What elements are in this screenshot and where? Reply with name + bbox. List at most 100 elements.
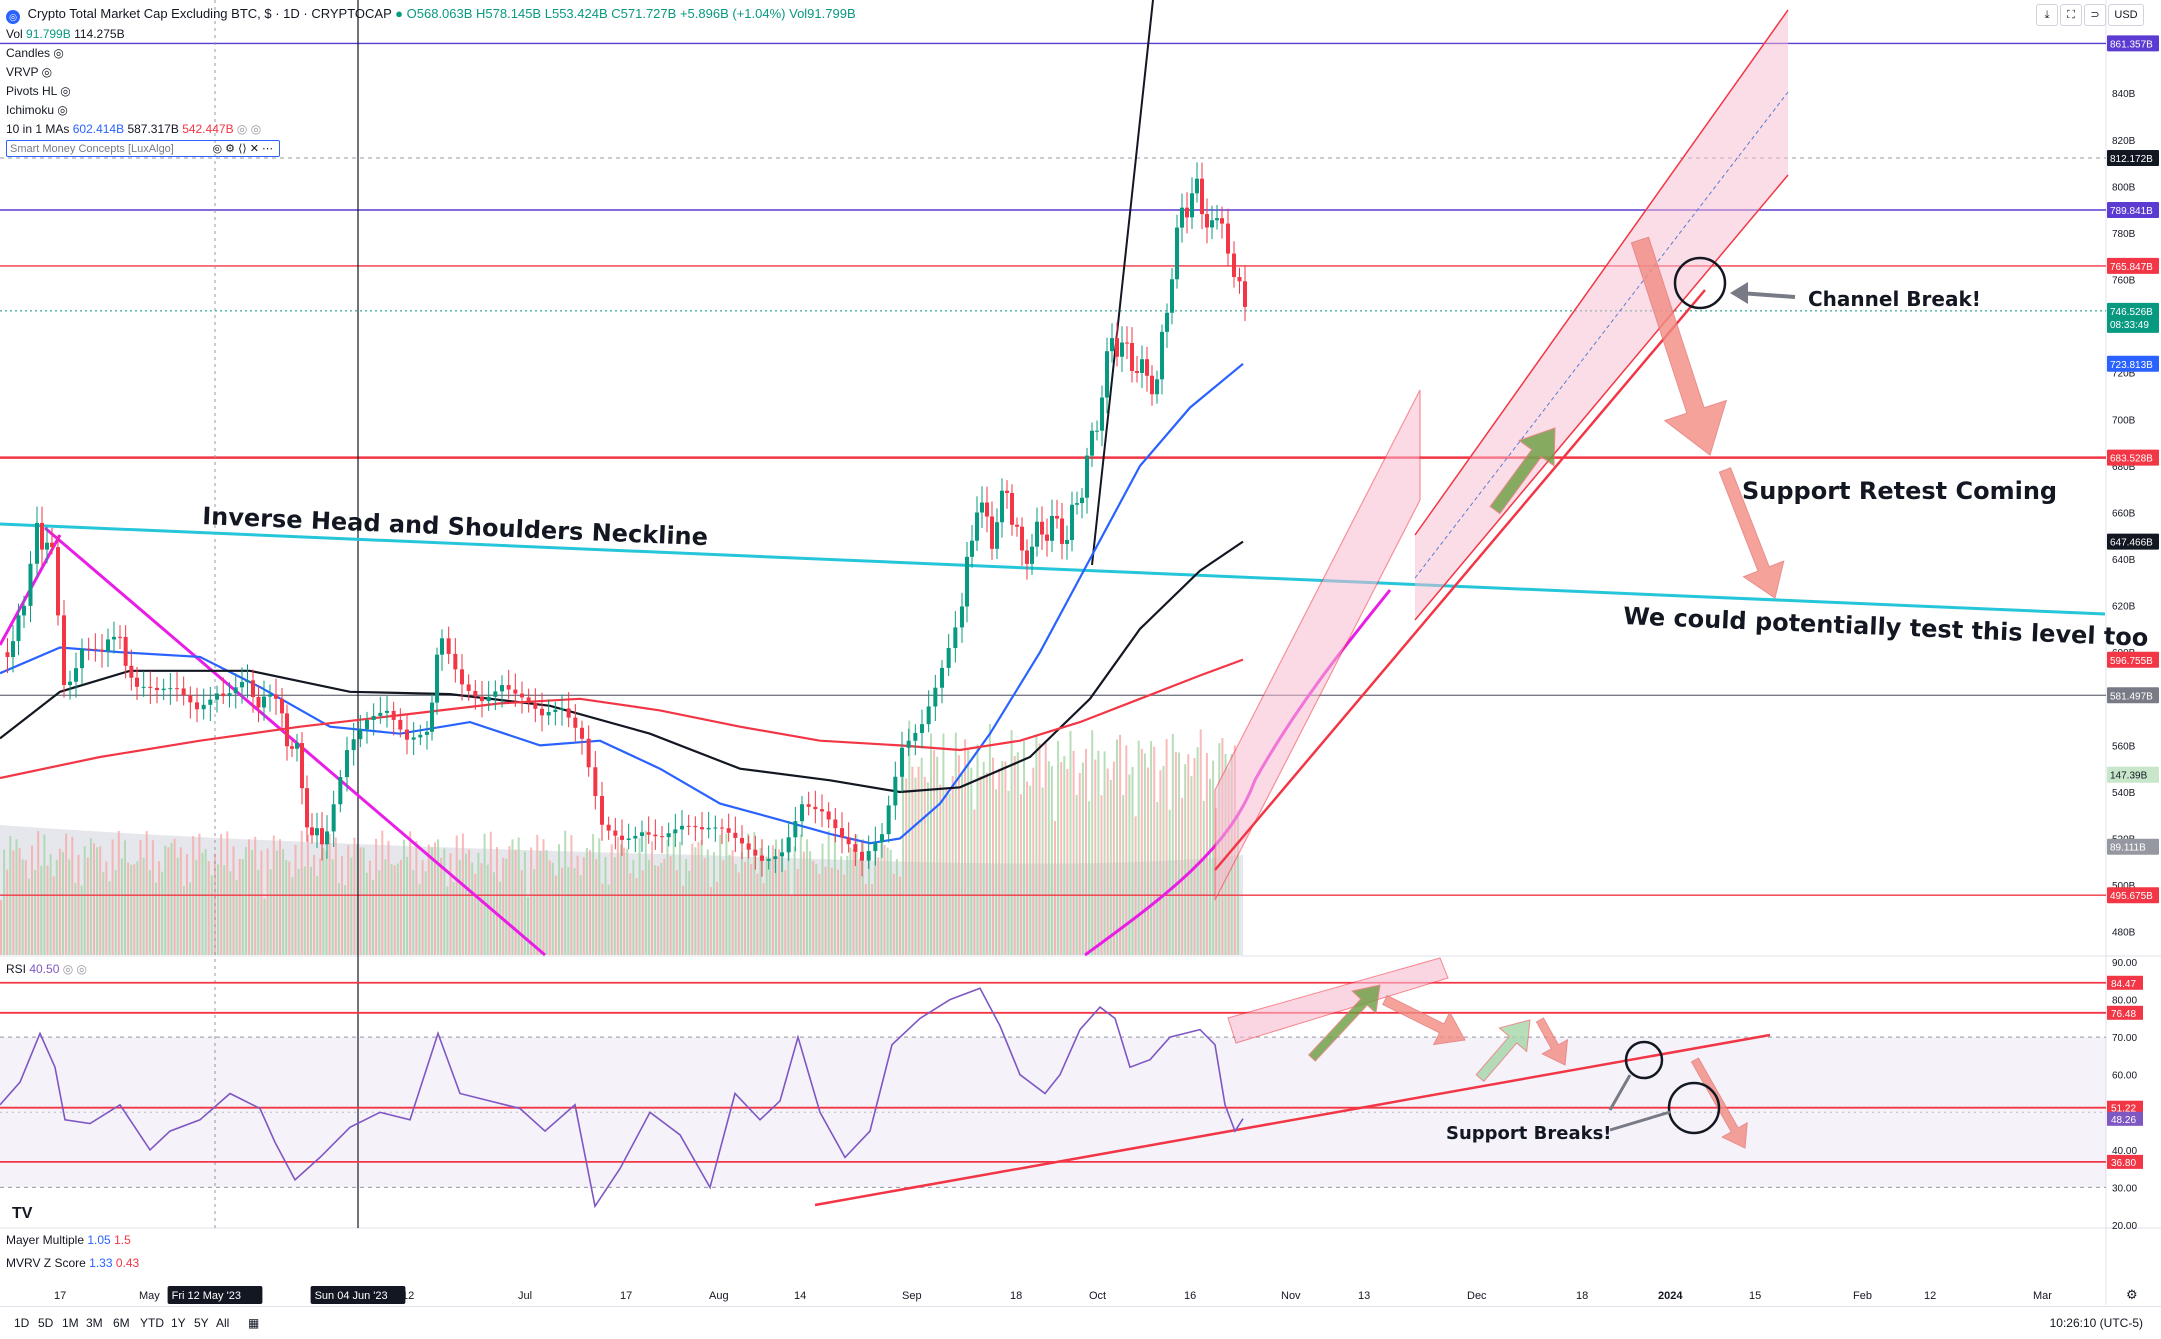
- candle-body[interactable]: [566, 708, 571, 718]
- candle-body[interactable]: [633, 835, 638, 839]
- candle-body[interactable]: [526, 697, 531, 703]
- eye-hidden-icon[interactable]: ◎ ◎: [236, 122, 262, 136]
- candle-body[interactable]: [161, 688, 166, 691]
- candle-body[interactable]: [700, 827, 704, 830]
- candle-body[interactable]: [846, 837, 851, 845]
- candle-body[interactable]: [1020, 526, 1024, 551]
- channel-break-circle[interactable]: [1673, 256, 1727, 310]
- candle-body[interactable]: [680, 825, 684, 830]
- candle-body[interactable]: [1015, 524, 1019, 527]
- down-arrow-annotation[interactable]: [1630, 236, 1728, 456]
- candle-body[interactable]: [40, 522, 44, 550]
- clock[interactable]: 10:26:10 (UTC-5): [2049, 1316, 2143, 1330]
- candle-body[interactable]: [1170, 279, 1174, 313]
- legend-ichimoku[interactable]: Ichimoku ◎: [6, 103, 68, 117]
- candle-body[interactable]: [62, 615, 66, 686]
- candle-body[interactable]: [1030, 546, 1034, 564]
- candle-body[interactable]: [453, 653, 458, 670]
- candle-body[interactable]: [965, 556, 969, 607]
- candle-body[interactable]: [920, 724, 924, 733]
- candle-body[interactable]: [486, 696, 491, 702]
- candle-body[interactable]: [11, 641, 15, 658]
- candle-body[interactable]: [460, 669, 464, 685]
- candle-body[interactable]: [975, 512, 979, 541]
- candle-body[interactable]: [600, 796, 604, 825]
- candle-body[interactable]: [726, 828, 731, 833]
- legend-vrvp[interactable]: VRVP ◎: [6, 65, 52, 79]
- candle-body[interactable]: [290, 746, 294, 749]
- legend-rsi[interactable]: RSI 40.50 ◎ ◎: [6, 962, 87, 976]
- symbol-header[interactable]: ◎ Crypto Total Market Cap Excluding BTC,…: [6, 6, 856, 24]
- candle-body[interactable]: [1105, 351, 1109, 398]
- candle-body[interactable]: [305, 788, 309, 828]
- tf-1y[interactable]: 1Y: [171, 1316, 186, 1330]
- candle-body[interactable]: [493, 691, 498, 697]
- candle-body[interactable]: [1160, 331, 1164, 380]
- candle-body[interactable]: [906, 740, 911, 748]
- candle-body[interactable]: [646, 832, 651, 835]
- pointer-arrow[interactable]: [1609, 1110, 1671, 1132]
- candle-body[interactable]: [1243, 281, 1247, 307]
- vol-legend[interactable]: Vol 91.799B 114.275B: [6, 27, 125, 41]
- candle-body[interactable]: [285, 713, 289, 747]
- candle-body[interactable]: [50, 542, 54, 548]
- legend-candles[interactable]: Candles ◎: [6, 46, 64, 60]
- candle-body[interactable]: [1200, 178, 1204, 215]
- candle-body[interactable]: [800, 804, 804, 822]
- candle-body[interactable]: [853, 844, 858, 852]
- candle-body[interactable]: [345, 750, 349, 778]
- candle-body[interactable]: [405, 729, 409, 740]
- candle-body[interactable]: [233, 687, 238, 694]
- candle-body[interactable]: [1125, 342, 1129, 344]
- candle-body[interactable]: [720, 827, 724, 829]
- candle-body[interactable]: [1145, 359, 1149, 376]
- candle-body[interactable]: [1050, 515, 1054, 541]
- candle-body[interactable]: [826, 811, 831, 820]
- candle-body[interactable]: [1010, 492, 1014, 525]
- candle-body[interactable]: [129, 665, 134, 678]
- candle-body[interactable]: [118, 636, 122, 638]
- neckline-line[interactable]: [0, 522, 2106, 616]
- candle-body[interactable]: [1025, 550, 1029, 564]
- candle-body[interactable]: [1185, 207, 1189, 218]
- candle-body[interactable]: [540, 708, 544, 716]
- moving-average-line[interactable]: [0, 540, 1244, 794]
- candle-body[interactable]: [980, 502, 984, 513]
- candle-body[interactable]: [16, 615, 21, 642]
- candle-body[interactable]: [268, 694, 272, 697]
- legend-controls-icon[interactable]: ◎ ⚙ ⟨⟩ ✕ ⋯: [212, 143, 273, 155]
- pointer-arrow[interactable]: [1739, 291, 1796, 299]
- candle-body[interactable]: [1080, 497, 1084, 504]
- candle-body[interactable]: [500, 685, 504, 692]
- candle-body[interactable]: [686, 825, 691, 827]
- candle-body[interactable]: [560, 708, 564, 710]
- candle-body[interactable]: [28, 563, 33, 606]
- candle-body[interactable]: [1000, 490, 1004, 523]
- candle-body[interactable]: [586, 738, 591, 768]
- candle-body[interactable]: [820, 809, 824, 812]
- candle-body[interactable]: [985, 502, 989, 517]
- currency-button[interactable]: USD: [2108, 4, 2144, 26]
- candle-body[interactable]: [74, 668, 78, 682]
- candle-body[interactable]: [68, 681, 72, 686]
- rsi-down-arrow[interactable]: [1382, 994, 1466, 1046]
- candle-body[interactable]: [274, 694, 278, 699]
- rsi-circle[interactable]: [1667, 1081, 1721, 1135]
- candle-body[interactable]: [1110, 338, 1114, 352]
- candle-body[interactable]: [1175, 227, 1179, 280]
- candle-body[interactable]: [435, 654, 439, 703]
- candle-body[interactable]: [391, 710, 396, 720]
- candle-body[interactable]: [45, 542, 49, 550]
- candle-body[interactable]: [168, 688, 173, 690]
- candle-body[interactable]: [1237, 276, 1242, 282]
- candle-body[interactable]: [620, 835, 624, 840]
- candle-body[interactable]: [666, 833, 671, 838]
- candle-body[interactable]: [371, 715, 376, 721]
- candle-body[interactable]: [693, 826, 698, 828]
- candle-body[interactable]: [640, 832, 644, 836]
- candle-body[interactable]: [440, 638, 444, 655]
- candle-body[interactable]: [1205, 214, 1209, 228]
- candle-body[interactable]: [473, 690, 478, 697]
- candle-body[interactable]: [378, 712, 383, 716]
- candle-body[interactable]: [533, 702, 538, 709]
